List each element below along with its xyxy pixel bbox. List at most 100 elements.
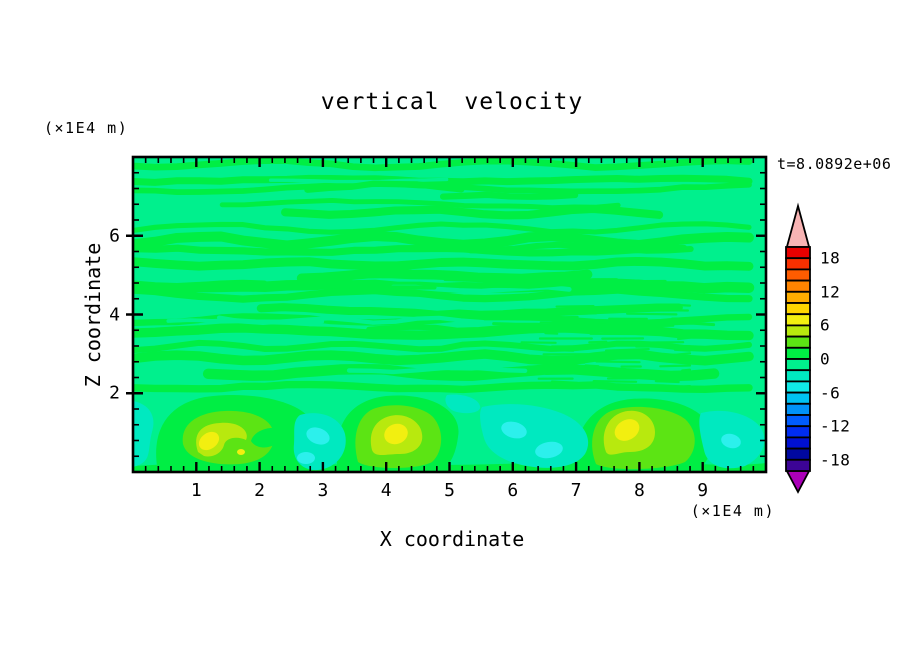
ripple-dash [544, 372, 594, 375]
ripple-dash [678, 304, 692, 307]
downdraft-patch [133, 401, 154, 467]
z-tick-label: 6 [109, 225, 120, 247]
contour-streak [133, 322, 754, 341]
colorbar-band [785, 425, 811, 439]
ripple-dash [675, 333, 692, 336]
ripple-dash [588, 340, 608, 344]
ripple-dash [654, 380, 680, 384]
contour-streak-short [173, 279, 268, 291]
contour-streak-short [304, 180, 465, 193]
ripple-dash [520, 341, 557, 344]
contour-streak-short [467, 241, 694, 254]
ripple-dash [600, 324, 632, 328]
ripple-dash [663, 376, 687, 380]
ripple-dash [533, 361, 586, 364]
colorbar-band [785, 346, 811, 360]
contour-streak-short [166, 318, 325, 324]
updraft-core [198, 431, 220, 451]
contour-streak-short [443, 277, 667, 284]
ripple-dash [677, 385, 692, 388]
ripple-dash [553, 323, 580, 328]
x-tick-label: 7 [570, 480, 582, 501]
ripple-dash [549, 348, 575, 352]
ripple-dash [595, 360, 641, 364]
x-tick-label: 8 [633, 480, 645, 501]
downdraft-core [306, 427, 330, 445]
colorbar-band [785, 369, 811, 383]
colorbar-label: 12 [820, 282, 841, 302]
ripple-dash [537, 315, 579, 319]
x-tick-label: 1 [190, 480, 202, 501]
contour-field [133, 157, 766, 472]
x-tick-label: 6 [507, 480, 519, 501]
ripple-dash [673, 348, 692, 352]
ripple-dash [555, 384, 579, 387]
ripple-dash [671, 352, 692, 357]
contour-streak-short [439, 191, 579, 200]
ripple-dash [674, 360, 692, 364]
colorbar-label: -12 [820, 416, 851, 436]
time-annotation: t=8.0892e+06 [777, 155, 892, 173]
z-tick-label: 2 [109, 382, 120, 404]
z-axis-unit-label: (×1E4 m) [44, 119, 129, 137]
ripple-dash [565, 328, 593, 332]
contour-streak [133, 231, 754, 251]
colorbar-over-arrow [785, 202, 811, 248]
updraft-core [237, 449, 245, 455]
colorbar-band [785, 246, 811, 260]
x-tick-label: 3 [317, 480, 329, 501]
downdraft-core [501, 421, 527, 439]
contour-streak [133, 339, 752, 354]
ripple-dash [642, 328, 682, 332]
colorbar-band [785, 391, 811, 405]
x-tick-label: 2 [254, 480, 266, 501]
colorbar-label: 18 [820, 248, 841, 268]
colorbar-band [785, 458, 811, 472]
colorbar-band [785, 335, 811, 349]
contour-streak [133, 221, 752, 235]
colorbar-band [785, 324, 811, 338]
ripple-dash [544, 332, 559, 335]
downdraft-patch [445, 394, 481, 414]
downdraft-core [721, 433, 741, 449]
contour-streak [296, 268, 593, 284]
z-tick-label: 4 [109, 304, 120, 325]
colorbar-band [785, 268, 811, 282]
colorbar-band [785, 313, 811, 327]
colorbar-label: -18 [820, 450, 851, 470]
ripple-dash [555, 305, 595, 308]
ripple-dash [625, 312, 678, 316]
contour-streak [133, 157, 753, 172]
x-axis-title: X coordinate [379, 527, 525, 551]
x-tick-label: 5 [444, 480, 455, 501]
ripple-dash [550, 380, 579, 384]
plot-title: vertical velocity [320, 89, 584, 115]
updraft-core [614, 419, 640, 441]
x-tick-label: 4 [380, 480, 392, 501]
ripple-dash [650, 372, 692, 375]
x-axis-unit-label: (×1E4 m) [690, 502, 775, 520]
contour-streak-short [346, 364, 528, 375]
colorbar-band [785, 402, 811, 416]
colorbar-band [785, 290, 811, 304]
ripple-dash [567, 312, 598, 316]
colorbar-label: 0 [820, 349, 831, 369]
updraft-core [384, 423, 408, 445]
ripple-dash [592, 380, 638, 383]
ripple-dash [584, 364, 600, 368]
contour-streak [256, 303, 683, 319]
colorbar-band [785, 447, 811, 461]
contour-streak [133, 380, 753, 394]
colorbar-label: -6 [820, 383, 841, 403]
ripple-dash [629, 341, 685, 344]
ripple-dash [539, 321, 585, 324]
downdraft-core [535, 441, 563, 459]
ripple-dash [517, 312, 543, 316]
ripple-dash [676, 336, 692, 341]
contour-streak-short [190, 282, 437, 290]
ripple-dash [559, 355, 606, 359]
ripple-dash [681, 368, 692, 372]
ripple-dash [604, 348, 650, 352]
